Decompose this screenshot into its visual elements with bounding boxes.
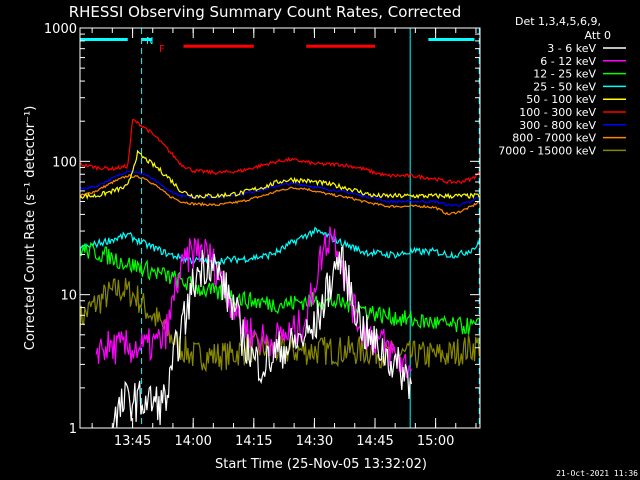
y-tick-label-3: 1000 — [44, 22, 77, 37]
series-line-3 — [79, 226, 480, 266]
x-axis-label: Start Time (25-Nov-05 13:32:02) — [215, 457, 427, 472]
chart-title: RHESSI Observing Summary Count Rates, Co… — [69, 3, 462, 21]
timestamp: 21-Oct-2021 11:36 — [556, 469, 638, 478]
series-line-5 — [79, 118, 480, 185]
y-axis-label: Corrected Count Rate (s⁻¹ detector⁻¹) — [23, 106, 38, 351]
series-line-0 — [112, 246, 412, 429]
plot-frame — [79, 27, 481, 429]
y-tick-label-0: 1 — [69, 422, 77, 437]
legend-label-7: 800 - 7000 keV — [512, 132, 596, 145]
legend-header-1: Det 1,3,4,5,6,9, — [515, 15, 601, 28]
series-line-4 — [79, 149, 480, 200]
y-tick-label-1: 10 — [60, 289, 77, 304]
legend-label-4: 50 - 100 keV — [526, 93, 596, 106]
annotation-n: N — [146, 36, 153, 47]
legend-label-5: 100 - 300 keV — [519, 106, 596, 119]
series-line-1 — [95, 226, 412, 379]
series-line-2 — [79, 241, 480, 335]
legend-label-0: 3 - 6 keV — [547, 42, 596, 55]
legend-header-2: Att 0 — [585, 29, 611, 42]
annotation-f: F — [159, 44, 165, 55]
legend-label-1: 6 - 12 keV — [540, 55, 596, 68]
y-tick-label-2: 100 — [52, 155, 77, 170]
x-tick-label-0: 13:45 — [114, 434, 151, 449]
x-tick-label-3: 14:30 — [296, 434, 333, 449]
x-tick-label-2: 14:15 — [235, 434, 272, 449]
legend-label-8: 7000 - 15000 keV — [498, 144, 596, 157]
x-tick-label-5: 15:00 — [417, 434, 454, 449]
legend-label-2: 12 - 25 keV — [533, 68, 596, 81]
x-tick-label-1: 14:00 — [174, 434, 211, 449]
x-tick-label-4: 14:45 — [356, 434, 393, 449]
legend-label-6: 300 - 800 keV — [519, 119, 596, 132]
series-line-6 — [79, 170, 480, 207]
series-line-7 — [79, 174, 480, 216]
legend-label-3: 25 - 50 keV — [533, 80, 596, 93]
